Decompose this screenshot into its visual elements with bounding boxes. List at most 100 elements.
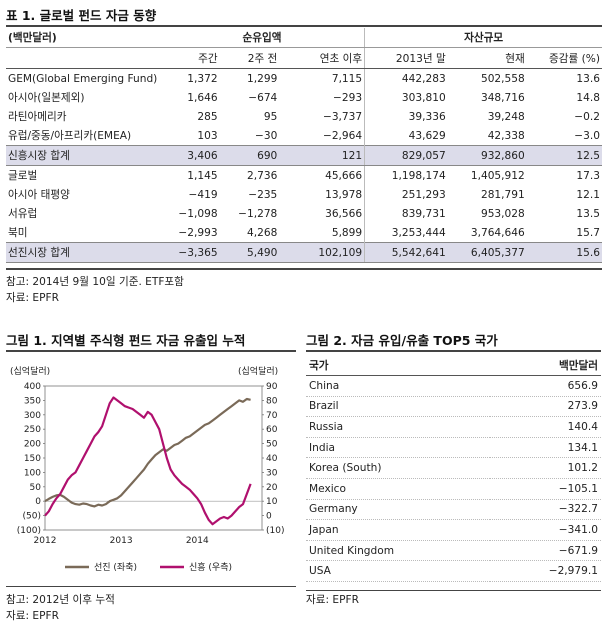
table-row: Russia 140.4 bbox=[306, 416, 601, 438]
table2-source: 자료: EPFR bbox=[306, 594, 359, 606]
unit-label: (백만달러) bbox=[6, 28, 160, 48]
row-value: −3.0 bbox=[574, 129, 600, 142]
table1-title: 표 1. 글로벌 펀드 자금 동향 bbox=[6, 8, 157, 23]
row-value: 1,646 bbox=[187, 91, 218, 104]
row-value: −3,737 bbox=[322, 110, 363, 123]
legend-label: 신흥 (우측) bbox=[189, 561, 232, 573]
row-value: 36,566 bbox=[325, 207, 363, 220]
row-label: 아시아 태평양 bbox=[8, 189, 70, 201]
row-value: 1,405,912 bbox=[470, 169, 525, 182]
table-row: USA −2,979.1 bbox=[306, 560, 601, 582]
row-value: 7,115 bbox=[331, 72, 363, 85]
chart-bottom-rule bbox=[6, 586, 296, 587]
table-row: 글로벌 1,145 2,736 45,666 1,198,174 1,405,912 17.… bbox=[6, 165, 602, 185]
row-value: 12.5 bbox=[526, 145, 602, 166]
country-value: −341.0 bbox=[489, 519, 601, 541]
country-name: USA bbox=[306, 560, 490, 582]
table-row: GEM(Global Emerging Fund) 1,372 1,299 7,115… bbox=[6, 68, 602, 88]
row-label: 글로벌 bbox=[8, 170, 38, 182]
series-line-developed bbox=[44, 397, 251, 508]
row-value: 6,405,377 bbox=[447, 242, 527, 263]
table-row: Japan −341.0 bbox=[306, 519, 601, 541]
country-value: 273.9 bbox=[489, 396, 601, 418]
left-tick-label: 300 bbox=[24, 411, 41, 421]
right-tick-label: 80 bbox=[266, 396, 278, 406]
row-value: 3,253,444 bbox=[364, 223, 448, 243]
row-value: 932,860 bbox=[447, 145, 527, 166]
row-value: 14.8 bbox=[576, 91, 600, 104]
row-value: −1,278 bbox=[238, 207, 278, 220]
chart-top-rule bbox=[6, 350, 296, 352]
series-line-emerging bbox=[44, 396, 252, 526]
table-row: 아시아(일본제외) 1,646 −674 −293 303,810 348,716 14.8 bbox=[6, 88, 602, 107]
row-value: 45,666 bbox=[325, 169, 363, 182]
row-value: 4,268 bbox=[246, 226, 278, 239]
left-tick-label: (50) bbox=[23, 512, 41, 522]
fund-flow-table: (백만달러) 순유입액 자산규모 주간 2주 전 연초 이후 2013년 말 현… bbox=[6, 28, 602, 263]
col-two-weeks: 2주 전 bbox=[219, 47, 280, 69]
row-value: 102,109 bbox=[279, 242, 365, 263]
row-label: 선진시장 합계 bbox=[6, 242, 160, 263]
table-row: 북미 −2,993 4,268 5,899 3,253,444 3,764,646 15.7 bbox=[6, 223, 602, 243]
table1-col-header: 주간 2주 전 연초 이후 2013년 말 현재 증감률 (%) bbox=[6, 47, 602, 69]
table1-note: 참고: 2014년 9월 10일 기준. ETF포함 bbox=[6, 276, 184, 288]
row-value: 5,542,641 bbox=[364, 242, 448, 263]
table-row: India 134.1 bbox=[306, 437, 601, 459]
row-value: 285 bbox=[197, 110, 218, 123]
row-value: 281,791 bbox=[480, 188, 525, 201]
table1-top-rule bbox=[6, 25, 602, 27]
right-tick-label: 70 bbox=[266, 411, 278, 421]
row-value: 251,293 bbox=[364, 185, 448, 204]
row-value: 829,057 bbox=[364, 145, 448, 166]
country-value: −2,979.1 bbox=[489, 560, 601, 582]
col-current: 현재 bbox=[447, 47, 527, 69]
row-value: 15.7 bbox=[576, 226, 600, 239]
country-value: −322.7 bbox=[489, 499, 601, 521]
row-label: 북미 bbox=[8, 227, 28, 239]
row-value: 3,406 bbox=[159, 145, 220, 166]
row-value: 502,558 bbox=[480, 72, 525, 85]
row-value: 1,198,174 bbox=[364, 165, 448, 185]
country-value: 101.2 bbox=[489, 457, 601, 479]
table2-top-rule bbox=[306, 350, 601, 352]
row-label: GEM(Global Emerging Fund) bbox=[8, 72, 158, 85]
table2-header: 국가 백만달러 bbox=[306, 356, 601, 376]
cumulative-flow-chart: (십억달러) (십억달러)400350300250200150100500(50)… bbox=[10, 365, 284, 573]
row-value: −30 bbox=[254, 129, 278, 142]
flow-group-header: 순유입액 bbox=[159, 28, 365, 48]
table-row: Germany −322.7 bbox=[306, 499, 601, 521]
table-row: United Kingdom −671.9 bbox=[306, 540, 601, 562]
country-name: India bbox=[306, 437, 490, 459]
row-value: 839,731 bbox=[364, 204, 448, 223]
col-weekly: 주간 bbox=[159, 47, 220, 69]
row-label: 유럽/중동/아프리카(EMEA) bbox=[8, 130, 132, 142]
left-tick-label: 0 bbox=[35, 497, 41, 507]
row-label: 아시아(일본제외) bbox=[8, 92, 85, 104]
row-label: 라틴아메리카 bbox=[8, 111, 67, 123]
right-tick-label: 40 bbox=[266, 454, 278, 464]
row-value: 17.3 bbox=[576, 169, 600, 182]
country-name: Brazil bbox=[306, 396, 490, 418]
row-value: 13.6 bbox=[576, 72, 600, 85]
row-value: 1,372 bbox=[187, 72, 218, 85]
left-tick-label: 100 bbox=[24, 468, 41, 478]
right-axis-unit: (십억달러) bbox=[238, 365, 278, 377]
blank-header-cell bbox=[6, 47, 160, 69]
row-value: 15.6 bbox=[526, 242, 602, 263]
table-row: 아시아 태평양 −419 −235 13,978 251,293 281,791 12.1 bbox=[6, 185, 602, 204]
left-tick-label: 350 bbox=[24, 396, 41, 406]
row-value: 39,248 bbox=[487, 110, 525, 123]
row-value: 42,338 bbox=[487, 129, 525, 142]
row-value: −0.2 bbox=[574, 110, 600, 123]
row-value: 5,490 bbox=[219, 242, 280, 263]
table2-bottom-rule bbox=[306, 590, 601, 591]
col-value: 백만달러 bbox=[489, 356, 601, 376]
x-tick-label: 2012 bbox=[34, 536, 57, 546]
left-axis-unit: (십억달러) bbox=[10, 365, 50, 377]
row-value: 43,629 bbox=[364, 126, 448, 146]
table2-title: 그림 2. 자금 유입/유출 TOP5 국가 bbox=[306, 333, 498, 348]
table-row: China 656.9 bbox=[306, 375, 601, 397]
right-tick-label: 10 bbox=[266, 497, 278, 507]
table1-group-header: (백만달러) 순유입액 자산규모 bbox=[6, 28, 602, 48]
row-value: 1,299 bbox=[246, 72, 278, 85]
